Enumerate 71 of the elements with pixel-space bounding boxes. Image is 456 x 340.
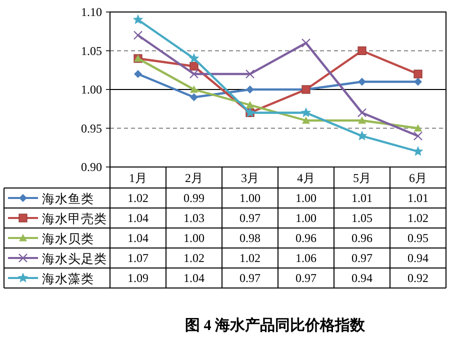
point	[357, 108, 367, 118]
data-label: 0.97	[240, 271, 260, 285]
data-label: 1.07	[128, 251, 148, 265]
data-label: 0.92	[408, 271, 428, 285]
text: 1.10	[81, 5, 102, 19]
x-tick-label: 5月	[353, 171, 371, 185]
data-label: 1.05	[352, 211, 372, 225]
point	[246, 86, 254, 94]
data-label: 1.06	[296, 251, 316, 265]
data-label: 1.01	[352, 191, 372, 205]
legend-label: 海水头足类	[42, 252, 107, 266]
point	[246, 101, 254, 108]
data-label: 1.02	[128, 191, 148, 205]
data-label: 0.98	[240, 231, 260, 245]
data-label: 1.00	[184, 231, 204, 245]
data-label: 1.01	[408, 191, 428, 205]
data-label: 1.03	[184, 211, 204, 225]
data-label: 1.04	[128, 231, 148, 245]
data-label: 1.02	[184, 251, 204, 265]
point	[414, 124, 422, 132]
legend-label: 海水贝类	[42, 232, 94, 246]
text: 0.90	[81, 160, 102, 174]
text: 0.95	[81, 121, 102, 136]
legend-label: 海水甲壳类	[42, 212, 107, 226]
data-label: 1.09	[128, 271, 148, 285]
data-label: 0.96	[296, 231, 316, 245]
point	[189, 69, 199, 79]
x-tick-label: 3月	[241, 171, 259, 185]
point	[358, 46, 366, 56]
point	[134, 70, 142, 78]
data-label: 1.02	[240, 251, 260, 265]
data-label: 1.00	[296, 191, 316, 205]
data-label: 1.04	[128, 211, 148, 225]
point	[189, 53, 199, 63]
point	[413, 131, 423, 141]
point	[358, 116, 366, 124]
point	[301, 108, 311, 117]
point	[358, 78, 366, 86]
data-label: 0.95	[408, 231, 428, 245]
data-label: 1.00	[240, 191, 260, 205]
x-tick-label: 6月	[409, 171, 427, 185]
point	[245, 69, 255, 79]
data-label: 0.96	[352, 231, 372, 245]
data-label: 0.94	[352, 271, 372, 285]
x-tick-label: 1月	[129, 171, 147, 185]
data-label: 0.97	[240, 211, 260, 225]
text: 图 4 海水产品同比价格指数	[185, 317, 366, 334]
data-label: 0.99	[184, 191, 204, 205]
point	[190, 86, 198, 93]
point	[413, 146, 423, 156]
data-label: 0.94	[408, 251, 428, 265]
x-tick-label: 4月	[297, 171, 315, 185]
point	[133, 30, 143, 40]
point	[414, 70, 422, 78]
point	[302, 116, 310, 124]
point	[301, 38, 311, 48]
data-label: 0.97	[352, 251, 372, 265]
point	[190, 93, 198, 102]
text: 1.05	[81, 44, 102, 58]
x-tick-label: 2月	[185, 171, 203, 185]
legend-label: 海水鱼类	[42, 192, 94, 206]
data-label: 1.00	[296, 211, 316, 225]
legend-label: 海水藻类	[42, 272, 94, 286]
data-label: 1.02	[408, 211, 428, 225]
text: 1.00	[81, 82, 102, 96]
data-label: 1.04	[184, 271, 204, 285]
point	[133, 14, 143, 24]
point	[414, 78, 422, 86]
point	[357, 130, 367, 140]
point	[190, 62, 198, 71]
data-label: 0.97	[296, 271, 316, 285]
